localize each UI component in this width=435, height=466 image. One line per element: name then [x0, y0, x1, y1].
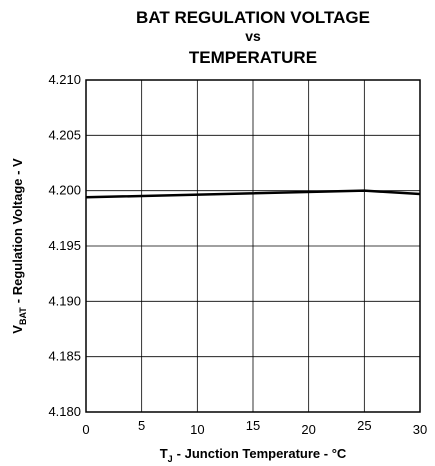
y-tick-label: 4.190: [48, 293, 81, 308]
x-axis-label: TJ - Junction Temperature - °C: [160, 446, 347, 464]
x-axis-label: T: [160, 446, 168, 461]
y-tick-label: 4.205: [48, 127, 81, 142]
x-axis-label: - Junction Temperature - °C: [177, 446, 347, 461]
chart-title: BAT REGULATION VOLTAGE: [136, 8, 370, 27]
x-tick-label: 30: [413, 422, 427, 437]
x-tick-label: 0: [82, 422, 89, 437]
x-tick-label: 20: [301, 422, 315, 437]
chart-title: vs: [245, 28, 261, 44]
y-tick-label: 4.210: [48, 72, 81, 87]
plot-frame: [85, 79, 421, 413]
x-tick-label: 25: [357, 418, 371, 433]
y-axis-label: VBAT - Regulation Voltage - V: [10, 158, 28, 334]
y-axis-label: - Regulation Voltage - V: [10, 158, 25, 303]
y-axis-label: V: [10, 325, 25, 334]
y-tick-label: 4.185: [48, 349, 81, 364]
y-tick-label: 4.200: [48, 183, 81, 198]
line: [85, 189, 421, 199]
y-tick-label: 4.180: [48, 404, 81, 419]
chart-title: TEMPERATURE: [189, 48, 317, 67]
x-tick-label: 5: [138, 418, 145, 433]
x-tick-label: 10: [190, 422, 204, 437]
x-axis-label: J: [168, 454, 173, 464]
y-axis-label: BAT: [18, 307, 28, 325]
y-tick-label: 4.195: [48, 238, 81, 253]
x-tick-label: 15: [246, 418, 260, 433]
